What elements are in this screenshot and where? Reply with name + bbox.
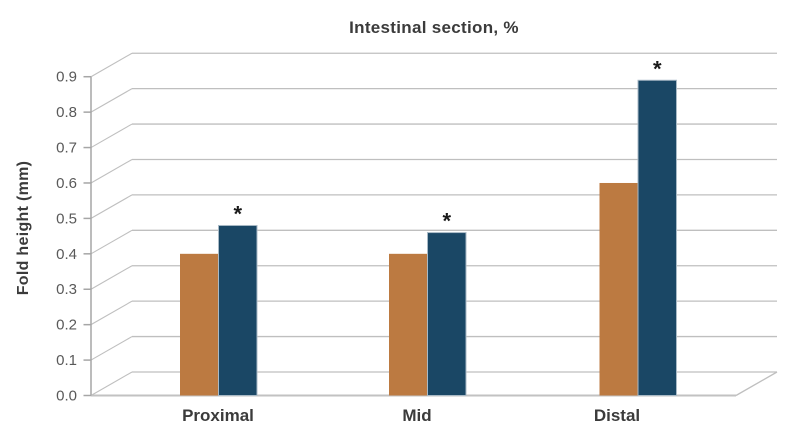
y-tick-label: 0.2 <box>56 317 77 334</box>
gridline-diagonal <box>90 371 133 396</box>
floor-right-diagonal <box>735 371 778 397</box>
y-tick-label: 0.9 <box>56 69 77 86</box>
gridline-diagonal <box>90 194 133 219</box>
y-tick-label: 0.4 <box>56 246 77 263</box>
chart-title: Intestinal section, % <box>349 18 519 37</box>
significance-asterisk-distal: * <box>653 56 662 81</box>
y-tick-label: 0.7 <box>56 140 77 157</box>
y-tick-label: 0.1 <box>56 352 77 369</box>
gridline-diagonal <box>90 159 133 184</box>
bar-distal-blue-series <box>637 79 677 397</box>
gridline-diagonal <box>90 88 133 113</box>
significance-asterisk-proximal: * <box>233 201 242 226</box>
y-tick-label: 0.6 <box>56 175 77 192</box>
category-label-proximal: Proximal <box>182 406 254 425</box>
bar-mid-orange-series <box>389 253 428 396</box>
gridline-diagonal <box>90 229 133 255</box>
y-tick-label: 0.0 <box>56 388 77 405</box>
y-tick-label: 0.5 <box>56 210 77 227</box>
y-tick-label: 0.3 <box>56 281 77 298</box>
bar-proximal-blue-series <box>218 224 258 396</box>
category-label-mid: Mid <box>402 406 431 425</box>
bar-distal-orange-series <box>599 182 638 396</box>
gridline-diagonal <box>90 300 133 326</box>
significance-asterisk-mid: * <box>442 209 451 234</box>
category-label-distal: Distal <box>594 406 640 425</box>
gridline-diagonal <box>90 123 133 149</box>
gridline-diagonal <box>90 265 133 290</box>
gridline-diagonal <box>90 52 133 78</box>
gridline-diagonal <box>90 336 133 361</box>
bar-mid-blue-series <box>427 232 467 396</box>
bar-proximal-orange-series <box>180 253 219 396</box>
y-tick-label: 0.8 <box>56 104 77 121</box>
